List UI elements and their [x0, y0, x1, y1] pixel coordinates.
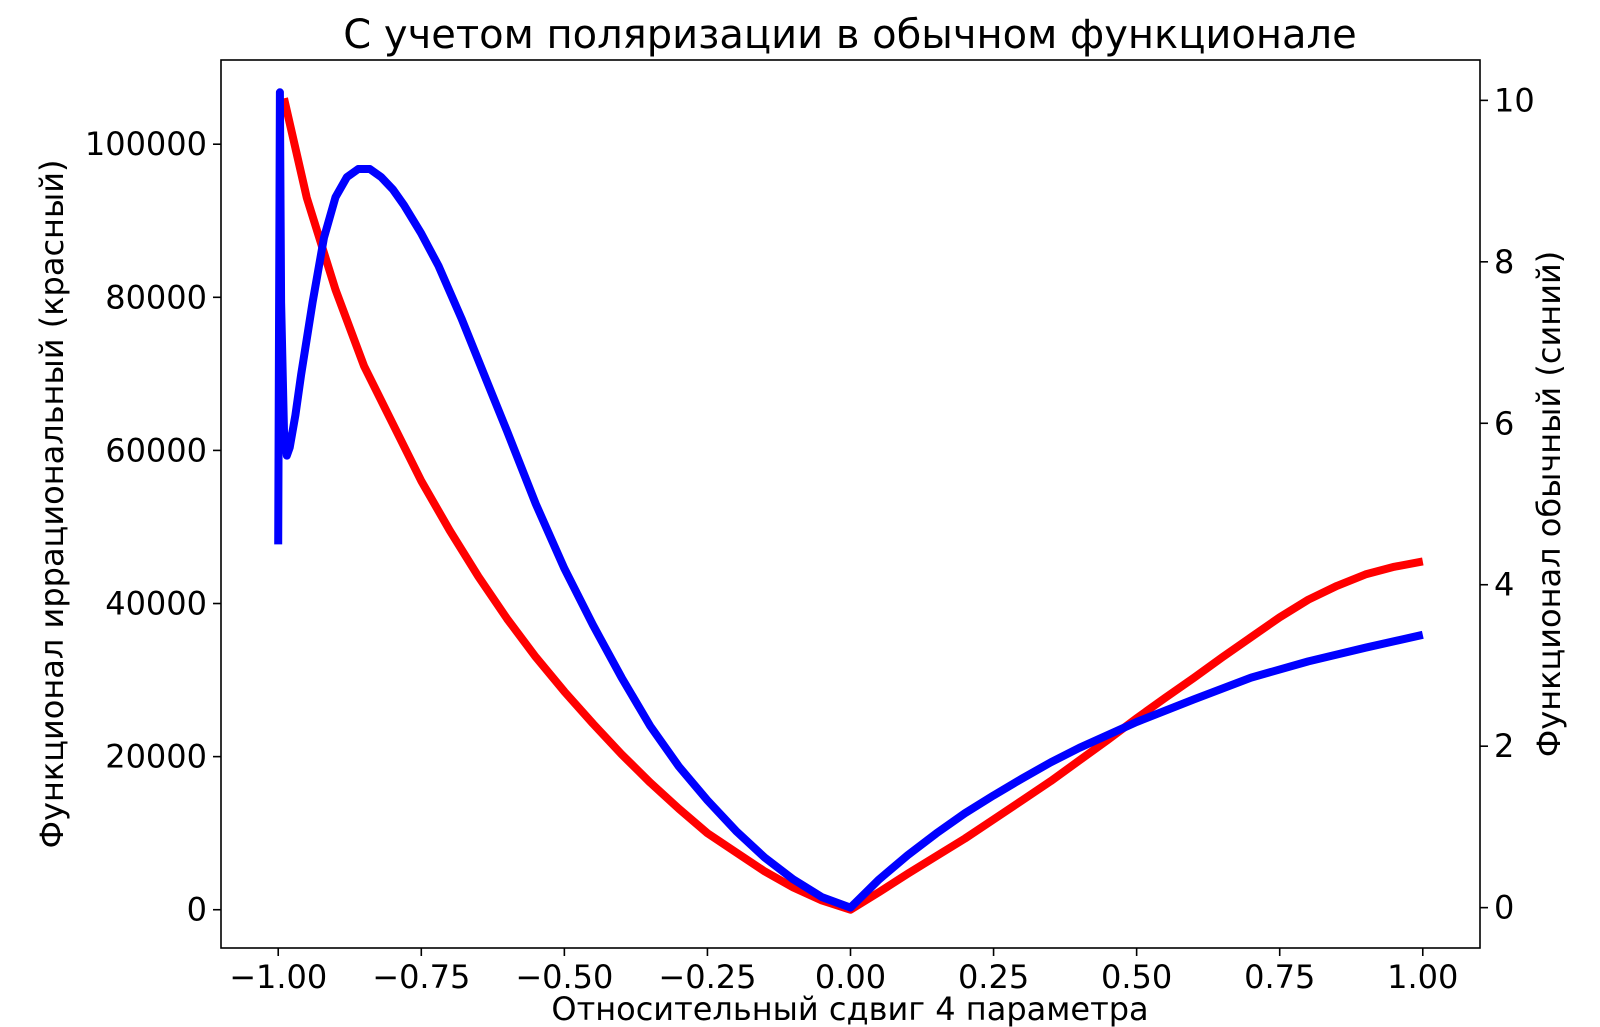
- x-axis-label: Относительный сдвиг 4 параметра: [551, 990, 1148, 1027]
- x-tick-label: 1.00: [1387, 958, 1458, 996]
- y-left-tick-label: 20000: [105, 738, 207, 776]
- chart-title: С учетом поляризации в обычном функциона…: [343, 12, 1356, 58]
- y-right-tick-label: 6: [1494, 404, 1514, 442]
- y-right-tick-label: 10: [1494, 81, 1535, 119]
- red-series-line: [280, 97, 1424, 914]
- y-left-tick-label: 100000: [85, 125, 207, 163]
- x-tick-label: 0.00: [815, 958, 886, 996]
- x-tick-label: 0.75: [1244, 958, 1315, 996]
- x-tick-label: −0.75: [372, 958, 470, 996]
- y-right-tick-label: 8: [1494, 243, 1514, 281]
- plot-frame: [220, 59, 1481, 949]
- y-right-tick-label: 0: [1494, 889, 1514, 927]
- y-left-tick-label: 40000: [105, 585, 207, 623]
- blue-series-line: [274, 88, 1424, 912]
- x-tick-label: −0.50: [515, 958, 613, 996]
- x-tick-label: 0.25: [958, 958, 1029, 996]
- x-tick-label: −0.25: [658, 958, 756, 996]
- y-left-tick-label: 80000: [105, 278, 207, 316]
- y-left-tick-label: 60000: [105, 431, 207, 469]
- y-right-tick-label: 2: [1494, 727, 1514, 765]
- y-right-tick-label: 4: [1494, 566, 1514, 604]
- y-axis-right-label: Функционал обычный (синий): [1530, 251, 1568, 758]
- x-tick-label: 0.50: [1101, 958, 1172, 996]
- x-tick-label: −1.00: [229, 958, 327, 996]
- y-left-tick-label: 0: [187, 891, 207, 929]
- y-axis-left-label: Функционал иррациональный (красный): [33, 159, 71, 848]
